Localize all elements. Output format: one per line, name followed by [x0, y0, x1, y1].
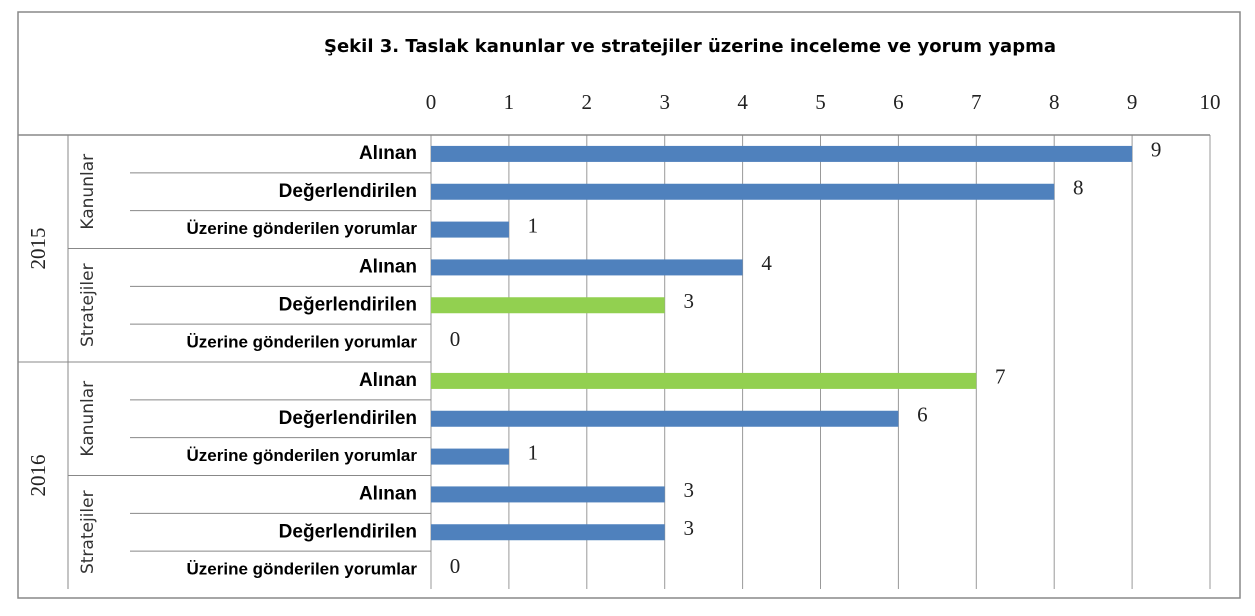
y-tick-label: Değerlendirilen	[279, 181, 417, 202]
x-tick-label: 4	[737, 90, 748, 114]
value-label: 9	[1151, 138, 1162, 162]
y-tick-label: Alınan	[359, 143, 417, 164]
x-tick-label: 10	[1200, 90, 1221, 114]
y-tick-label: Alınan	[359, 256, 417, 277]
x-tick-label: 5	[815, 90, 826, 114]
value-label: 8	[1073, 176, 1084, 200]
value-label: 3	[683, 289, 694, 313]
value-label: 7	[995, 365, 1006, 389]
bar	[431, 145, 1133, 162]
x-tick-label: 9	[1127, 90, 1138, 114]
bar	[431, 183, 1055, 200]
subgroup-label: Kanunlar	[78, 381, 98, 457]
value-label: 0	[450, 554, 461, 578]
subgroup-label: Stratejiler	[78, 490, 98, 574]
bar	[431, 410, 899, 427]
chart-title: Şekil 3. Taslak kanunlar ve stratejiler …	[324, 36, 1056, 57]
x-tick-label: 7	[971, 90, 982, 114]
bar	[431, 221, 509, 238]
bar	[431, 259, 743, 276]
y-tick-label: Üzerine gönderilen yorumlar	[187, 560, 418, 579]
y-tick-label: Değerlendirilen	[279, 294, 417, 315]
bar	[431, 524, 665, 541]
x-tick-label: 1	[504, 90, 515, 114]
x-tick-label: 8	[1049, 90, 1060, 114]
value-label: 1	[528, 213, 539, 237]
bar	[431, 448, 509, 465]
x-tick-label: 6	[893, 90, 904, 114]
y-tick-label: Alınan	[359, 370, 417, 391]
bar	[431, 297, 665, 314]
subgroup-label: Kanunlar	[78, 154, 98, 230]
value-label: 3	[683, 478, 694, 502]
value-label: 6	[917, 403, 928, 427]
value-label: 1	[528, 440, 539, 464]
group-label: 2016	[26, 455, 50, 497]
value-label: 4	[761, 251, 772, 275]
value-label: 3	[683, 516, 694, 540]
y-tick-label: Değerlendirilen	[279, 521, 417, 542]
x-tick-label: 0	[426, 90, 437, 114]
y-tick-label: Değerlendirilen	[279, 408, 417, 429]
value-label: 0	[450, 327, 461, 351]
x-tick-label: 3	[659, 90, 670, 114]
y-tick-label: Üzerine gönderilen yorumlar	[187, 333, 418, 352]
x-tick-label: 2	[582, 90, 593, 114]
group-label: 2015	[26, 228, 50, 270]
y-tick-label: Alınan	[359, 483, 417, 504]
y-tick-label: Üzerine gönderilen yorumlar	[187, 219, 418, 238]
subgroup-label: Stratejiler	[78, 263, 98, 347]
bar	[431, 486, 665, 503]
y-tick-label: Üzerine gönderilen yorumlar	[187, 446, 418, 465]
bar	[431, 372, 977, 389]
